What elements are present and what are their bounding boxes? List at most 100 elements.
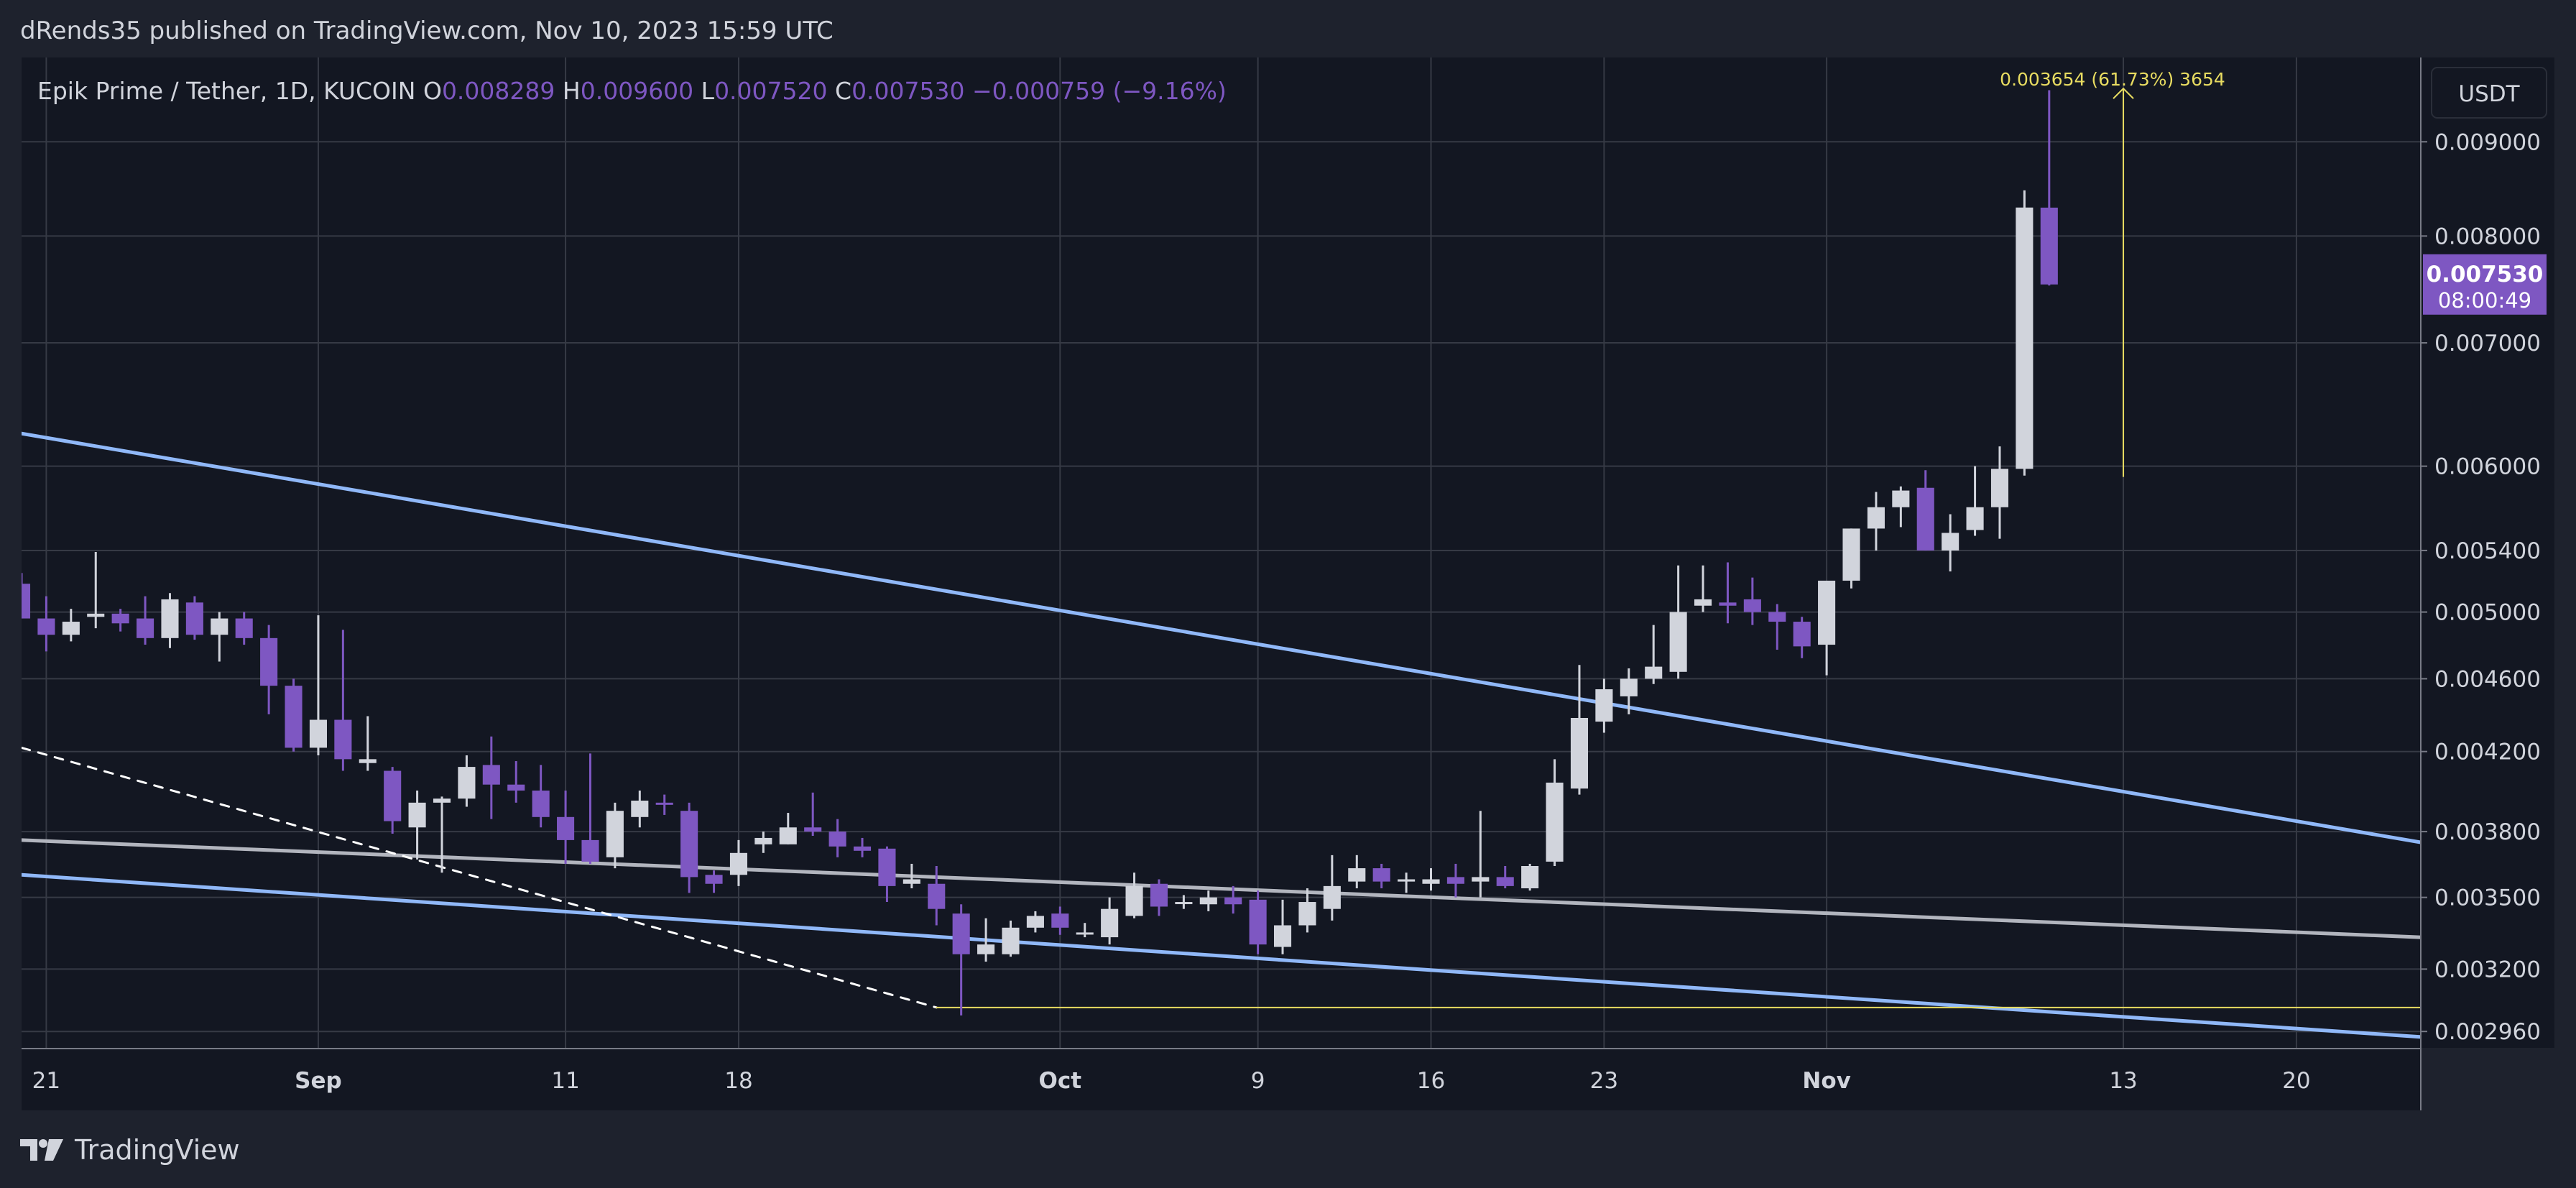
candle-body [655,802,673,805]
candle-body [2016,207,2033,469]
candle-body [1719,602,1737,606]
candle-body [1916,487,1934,551]
candle [680,802,698,893]
candle [1472,811,1490,898]
candle [1645,625,1663,684]
candle-body [458,767,476,799]
candle-body [1422,879,1440,884]
publisher-line: dRends35 published on TradingView.com, N… [20,17,834,45]
candle [482,736,500,819]
candle-body [285,686,303,748]
candle-body [754,837,772,844]
candle-body [680,811,698,878]
candle-body [1842,528,1860,581]
candle-body [729,852,748,875]
x-tick-label: Sep [295,1068,342,1094]
candle [1916,470,1934,551]
x-tick-label: 21 [32,1068,60,1094]
candle-body [1002,927,1020,954]
candle [1398,872,1416,893]
measure-label: 0.003654 (61.73%) 3654 [2000,69,2225,90]
x-tick-label: 20 [2282,1068,2310,1094]
candle [532,765,550,828]
candle [1719,562,1737,624]
candle-body [161,599,179,638]
candle-body [1620,678,1638,696]
candle-body [1966,507,1984,530]
candle-body [631,801,649,817]
open-label: O [423,77,442,105]
candle-body [408,802,426,828]
candle [161,593,179,648]
candle-body [1793,622,1811,647]
candle-body [37,618,55,635]
close-value: 0.007530 [851,77,972,105]
candle [22,573,31,619]
last-price-tag-bg [2423,254,2547,315]
y-tick-label: 0.003200 [2434,957,2541,982]
candle [1323,855,1341,921]
candle-body [2040,207,2058,285]
x-tick-label: 9 [1251,1068,1265,1094]
measure-arrowhead [2113,87,2134,99]
candle [804,792,822,836]
candle [902,863,920,889]
candle-body [532,791,550,817]
candle [1818,580,1836,676]
candle [1892,486,1910,528]
candle [1199,890,1217,911]
candle [1620,668,1638,714]
candle [1422,868,1440,891]
candle-body [581,839,599,862]
change-value: −0.000759 (−9.16%) [972,77,1227,105]
candle-body [1521,866,1539,889]
candle-body [1298,902,1316,926]
candle [1026,911,1044,933]
candle-body [359,759,377,763]
x-tick-label: 18 [724,1068,752,1094]
candle-body [952,913,970,954]
trendline-blue-1 [22,431,2420,844]
measure-tool: 0.003654 (61.73%) 3654 [2000,69,2225,477]
x-tick-label: 13 [2109,1068,2137,1094]
candle-body [1867,507,1885,529]
candle [1446,863,1464,898]
candle [433,796,451,873]
y-tick-label: 0.004600 [2434,666,2541,692]
trendline-white-4 [22,746,938,1009]
candle-body [433,798,451,803]
candle [359,716,377,771]
tradingview-branding[interactable]: TradingView [20,1131,240,1169]
candle-body [1249,899,1267,945]
candle-body [1224,897,1242,905]
candle-body [1546,782,1564,862]
y-tick-label: 0.006000 [2434,454,2541,480]
candle-body [977,944,995,954]
candle [458,755,476,807]
candle [631,791,649,828]
candle-body [309,719,327,748]
currency-button[interactable]: USDT [2431,67,2547,119]
price-axis-area [2422,57,2554,1048]
candle [1990,446,2009,539]
candle [1051,906,1069,935]
candle-body [928,883,946,909]
candle-body [185,602,203,635]
candle [62,609,80,642]
candle [2040,90,2058,286]
candle-body [878,848,896,886]
x-tick-label: 23 [1590,1068,1618,1094]
candle-body [902,879,920,884]
y-tick-label: 0.009000 [2434,129,2541,155]
candle-body [111,613,129,624]
candle-body [1398,879,1416,882]
candle-body [211,618,228,635]
candle-body [1446,877,1464,884]
candle-body [557,816,575,840]
candle-body [1570,717,1589,789]
candle [1076,923,1094,938]
candle [87,552,105,629]
